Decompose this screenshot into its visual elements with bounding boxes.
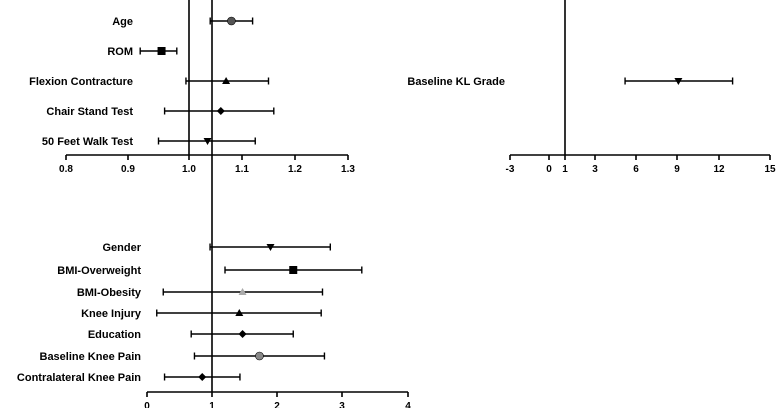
point-estimate-marker [157, 47, 166, 55]
row-label: Contralateral Knee Pain [17, 372, 141, 384]
x-tick-label: 0.8 [59, 164, 73, 175]
x-tick-label: 1.1 [235, 164, 249, 175]
x-tick-label: 1 [209, 401, 215, 408]
point-estimate-marker [238, 330, 247, 338]
point-estimate-marker [235, 309, 244, 316]
row-label: BMI-Obesity [77, 287, 142, 299]
row-label: 50 Feet Walk Test [42, 136, 133, 148]
row-label: Chair Stand Test [46, 106, 133, 118]
point-estimate-marker [255, 351, 264, 361]
x-tick-label: 0 [144, 401, 150, 408]
x-tick-label: 1.3 [341, 164, 355, 175]
row-label: Age [112, 16, 133, 28]
x-tick-label: 3 [592, 164, 598, 175]
point-estimate-marker [238, 288, 247, 295]
row-label: Baseline KL Grade [407, 76, 505, 88]
point-estimate-marker [227, 16, 236, 26]
row-label: Flexion Contracture [29, 76, 133, 88]
x-tick-label: 9 [674, 164, 680, 175]
point-estimate-marker [266, 244, 275, 251]
x-tick-label: -3 [506, 164, 515, 175]
point-estimate-marker [222, 77, 231, 84]
x-tick-label: 4 [405, 401, 411, 408]
row-label: Knee Injury [81, 308, 142, 320]
point-estimate-marker [216, 107, 225, 115]
panel-bottom: 0 1 2 3 4 Gender BMI-Overweight BMI-Obesity Knee… [17, 0, 411, 408]
x-tick-label: 0 [546, 164, 552, 175]
x-tick-label: 1.2 [288, 164, 302, 175]
x-tick-label: 0.9 [121, 164, 135, 175]
x-tick-label: 1.0 [182, 164, 196, 175]
row-label: Baseline Knee Pain [40, 351, 142, 363]
panel-top-left: 0.8 0.9 1.0 1.1 1.2 1.3 Age ROM Flexion Contract… [29, 0, 355, 175]
x-tick-label: 15 [764, 164, 776, 175]
point-estimate-marker [198, 373, 207, 381]
x-tick-label: 12 [713, 164, 725, 175]
row-label: Gender [102, 242, 141, 254]
row-label: Education [88, 329, 141, 341]
x-tick-label: 6 [633, 164, 639, 175]
row-label: BMI-Overweight [57, 265, 141, 277]
row-label: ROM [107, 46, 133, 58]
point-estimate-marker [674, 78, 683, 85]
x-tick-label: 2 [274, 401, 280, 408]
x-tick-label: 3 [339, 401, 345, 408]
point-estimate-marker [203, 138, 212, 145]
panel-top-right: -3 0 1 3 6 9 12 15 Baseline KL Grade [407, 0, 776, 175]
point-estimate-marker [289, 266, 298, 274]
x-tick-label: 1 [562, 164, 568, 175]
